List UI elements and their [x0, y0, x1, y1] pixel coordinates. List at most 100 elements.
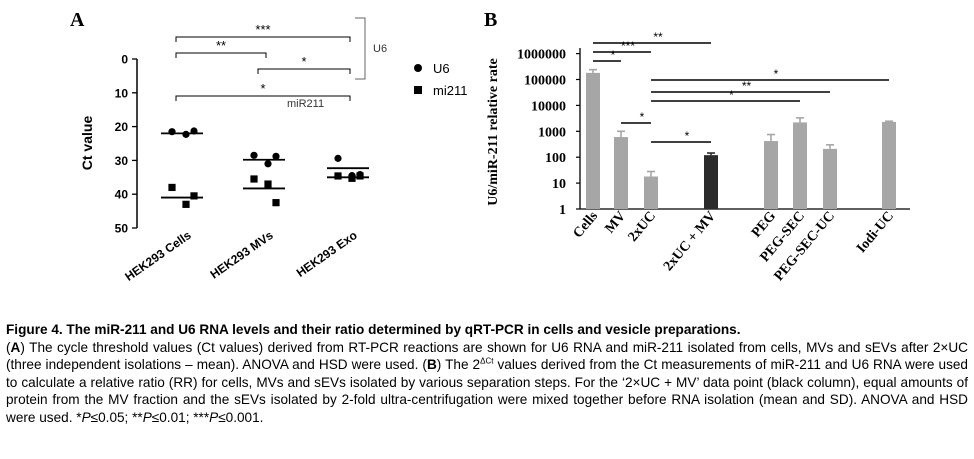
panel-b-label: B: [484, 9, 497, 31]
panel-a-point-U6: [272, 152, 280, 160]
panel-b-y-axis-label: U6/miR-211 relative rate: [486, 58, 501, 205]
panel-a-y-tick-label: 30: [115, 154, 129, 168]
panel-a-x-label: HEK293 Cells: [122, 228, 194, 284]
figure-caption: Figure 4. The miR-211 and U6 RNA levels …: [6, 321, 968, 426]
panel-b-y-tick-label: 100000: [524, 74, 566, 89]
panel-b-bar: [793, 122, 807, 209]
panel-b-significance-label: **: [742, 79, 752, 93]
panel-b: B U6/miR-211 relative rate 1 10 100 1000 100…: [484, 9, 910, 284]
caption-text: values derived from the Ct measurements …: [6, 357, 968, 425]
panel-a-significance-bracket: [175, 52, 267, 58]
panel-b-bar: [586, 72, 600, 209]
panel-b-bars: [586, 68, 896, 209]
caption-title: Figure 4. The miR-211 and U6 RNA levels …: [6, 322, 741, 337]
caption-text: ≤0.001.: [218, 409, 264, 425]
panel-a-point-U6: [182, 130, 190, 138]
panel-a-point-mi211: [334, 172, 342, 180]
panel-a-point-mi211: [250, 175, 258, 183]
mir211-bracket-label: miR211: [287, 98, 324, 110]
panel-a-point-mi211: [168, 183, 176, 192]
panel-a-y-tick-label: 10: [115, 86, 129, 100]
panel-a-y-tick-label: 0: [121, 53, 128, 67]
caption-body: (A) The cycle threshold values (Ct value…: [6, 339, 968, 427]
panel-b-x-label: Iodi-UC: [854, 209, 897, 256]
panel-a-y-axis-label: Ct value: [79, 116, 95, 171]
panel-a-point-mi211: [356, 172, 364, 180]
panel-a-point-mi211: [272, 199, 280, 207]
u6-brace-label: U6: [373, 43, 387, 55]
caption-panel-ref: A: [10, 339, 21, 355]
panel-a-point-mi211: [264, 180, 272, 188]
panel-b-significance-label: **: [653, 30, 663, 44]
panel-a-x-label: HEK293 MVs: [208, 228, 276, 282]
panel-a-y-ticks: 0 10 20 30 40 50: [115, 53, 137, 236]
panel-b-significance-label: *: [685, 129, 690, 143]
legend-mi211-label: mi211: [433, 83, 467, 98]
legend-u6-label: U6: [433, 61, 450, 76]
panel-a-y-tick-label: 20: [115, 120, 129, 134]
caption-text: ) The cycle threshold values (Ct values)…: [6, 339, 968, 373]
panel-b-y-tick-label: 10000: [531, 99, 566, 114]
panel-a-significance-bracket: [175, 95, 351, 101]
caption-p-symbol: P: [142, 409, 152, 425]
panel-a-point-mi211: [348, 174, 356, 182]
caption-p-symbol: P: [209, 409, 219, 425]
caption-text: ≤0.05; **: [90, 409, 143, 425]
caption-superscript: ΔCt: [480, 356, 494, 366]
panel-b-y-tick-label: 1000: [538, 125, 566, 140]
panel-a-point-U6: [334, 154, 342, 162]
caption-text: (: [6, 339, 11, 355]
caption-text: ) The 2: [436, 357, 481, 372]
legend-mi211-marker: [414, 86, 422, 94]
panel-a-significance-label: *: [260, 81, 265, 96]
panel-a-brackets: *******: [175, 22, 351, 101]
panel-b-x-label: MV: [603, 209, 629, 237]
panel-b-x-label: 2xUC + MV: [661, 209, 719, 274]
caption-panel-ref: B: [426, 357, 437, 372]
panel-b-x-label: Cells: [571, 209, 602, 242]
panel-a-point-U6: [250, 151, 258, 159]
panel-a-y-tick-label: 50: [115, 222, 129, 236]
panel-a-significance-bracket: [175, 36, 351, 42]
panel-b-bar: [882, 121, 896, 209]
panel-a-x-labels: HEK293 Cells HEK293 MVs HEK293 Exo: [122, 228, 359, 284]
panel-a-point-U6: [168, 128, 176, 136]
panel-a-significance-label: *: [301, 54, 306, 69]
panel-a-y-tick-label: 40: [115, 188, 129, 202]
panel-a-label: A: [70, 9, 85, 31]
panel-b-y-tick-label: 1: [559, 203, 566, 218]
panel-b-y-tick-label: 10: [552, 177, 566, 192]
panel-a-x-label: HEK293 Exo: [294, 228, 360, 280]
panel-b-significance-label: *: [640, 110, 645, 124]
panel-b-significance-label: *: [729, 88, 734, 102]
panel-a-point-U6: [264, 160, 272, 168]
panel-b-y-ticks: 1 10 100 1000 10000 100000 1000000: [517, 48, 580, 218]
panel-b-bar: [764, 141, 778, 209]
caption-text: ≤0.01; ***: [151, 409, 210, 425]
panel-b-bar: [644, 176, 658, 209]
panel-a-points: [161, 127, 369, 208]
panel-a-point-mi211: [182, 200, 190, 208]
panel-a-significance-bracket: [257, 68, 351, 74]
panel-b-bar: [614, 137, 628, 209]
panel-b-x-label: 2xUC: [626, 209, 659, 245]
legend-u6-marker: [414, 64, 422, 72]
panel-b-significance-label: ***: [621, 39, 635, 53]
panel-b-significance-label: *: [774, 67, 779, 81]
panel-a-point-mi211: [190, 192, 198, 200]
panel-b-brackets: ************: [593, 30, 889, 143]
panel-a-significance-label: ***: [255, 22, 270, 37]
panel-b-bar: [823, 148, 837, 209]
panel-a-point-U6: [190, 127, 198, 135]
panel-a-significance-label: **: [216, 38, 226, 53]
panel-a-legend: U6 mi211: [414, 61, 467, 98]
panel-b-bar: [704, 155, 718, 209]
panel-b-significance-label: *: [611, 48, 616, 62]
u6-brace: [355, 17, 366, 80]
caption-p-symbol: P: [81, 409, 91, 425]
panel-b-y-tick-label: 100: [545, 151, 566, 166]
panel-b-y-tick-label: 1000000: [517, 48, 566, 63]
